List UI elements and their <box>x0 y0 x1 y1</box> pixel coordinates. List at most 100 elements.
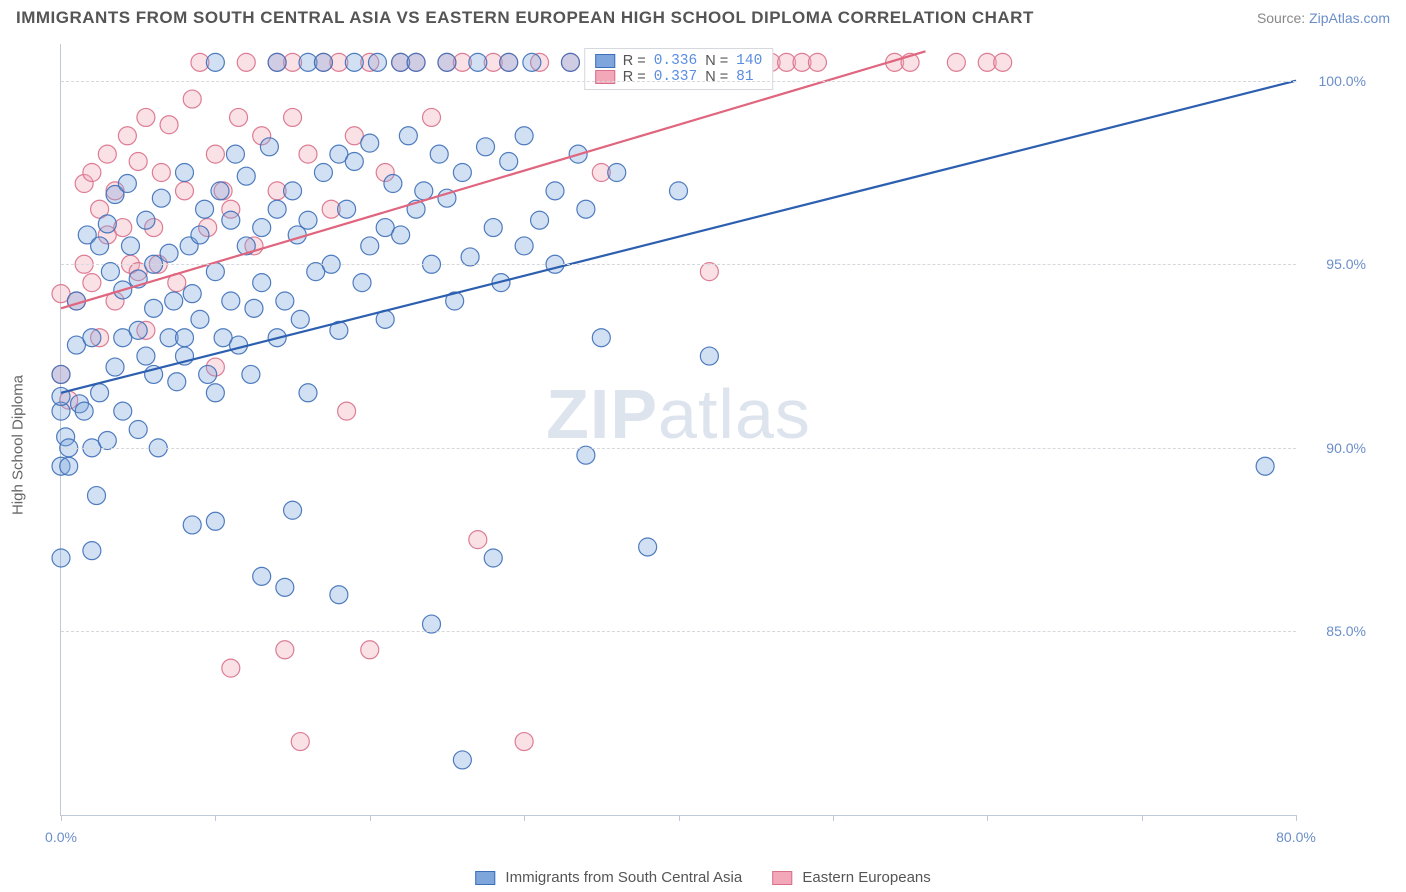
data-point <box>222 659 240 677</box>
x-tick-mark <box>1142 815 1143 821</box>
legend-label-pink: Eastern Europeans <box>802 869 930 886</box>
data-point <box>268 200 286 218</box>
data-point <box>83 274 101 292</box>
n-label: N = <box>705 69 728 85</box>
x-tick-mark <box>1296 815 1297 821</box>
data-point <box>242 365 260 383</box>
source-credit: Source: ZipAtlas.com <box>1257 10 1390 26</box>
data-point <box>114 402 132 420</box>
data-point <box>639 538 657 556</box>
data-point <box>484 549 502 567</box>
data-point <box>423 615 441 633</box>
data-point <box>137 108 155 126</box>
data-point <box>947 53 965 71</box>
data-point <box>222 211 240 229</box>
legend-item-blue: Immigrants from South Central Asia <box>475 869 742 886</box>
data-point <box>700 347 718 365</box>
data-point <box>345 53 363 71</box>
data-point <box>484 219 502 237</box>
legend-swatch-blue-icon <box>595 54 615 68</box>
legend-label-blue: Immigrants from South Central Asia <box>505 869 742 886</box>
x-tick-mark <box>524 815 525 821</box>
data-point <box>83 164 101 182</box>
scatter-svg <box>61 44 1296 815</box>
data-point <box>423 108 441 126</box>
y-tick-label: 100.0% <box>1306 73 1366 89</box>
legend-row-blue: R = 0.336 N = 140 <box>595 53 763 69</box>
n-value-pink: 81 <box>736 69 753 85</box>
data-point <box>206 53 224 71</box>
legend-swatch-blue-icon <box>475 871 495 885</box>
data-point <box>98 145 116 163</box>
data-point <box>137 211 155 229</box>
data-point <box>469 531 487 549</box>
n-value-blue: 140 <box>736 53 762 69</box>
data-point <box>52 365 70 383</box>
data-point <box>137 347 155 365</box>
source-link[interactable]: ZipAtlas.com <box>1309 10 1390 26</box>
data-point <box>160 244 178 262</box>
data-point <box>260 138 278 156</box>
data-point <box>314 53 332 71</box>
x-tick-mark <box>215 815 216 821</box>
x-tick-mark <box>987 815 988 821</box>
data-point <box>183 285 201 303</box>
data-point <box>608 164 626 182</box>
data-point <box>160 116 178 134</box>
legend-swatch-pink-icon <box>595 70 615 84</box>
data-point <box>206 145 224 163</box>
data-point <box>477 138 495 156</box>
data-point <box>338 200 356 218</box>
data-point <box>430 145 448 163</box>
data-point <box>222 292 240 310</box>
r-value-blue: 0.336 <box>654 53 698 69</box>
data-point <box>118 127 136 145</box>
series-legend: Immigrants from South Central Asia Easte… <box>475 869 931 886</box>
x-tick-mark <box>370 815 371 821</box>
data-point <box>129 321 147 339</box>
data-point <box>183 516 201 534</box>
gridline <box>61 448 1296 449</box>
y-tick-label: 90.0% <box>1306 440 1366 456</box>
data-point <box>129 421 147 439</box>
plot-area: ZIPatlas R = 0.336 N = 140 R = 0.337 N =… <box>60 44 1296 816</box>
data-point <box>206 512 224 530</box>
data-point <box>276 578 294 596</box>
data-point <box>106 358 124 376</box>
data-point <box>237 167 255 185</box>
data-point <box>291 733 309 751</box>
data-point <box>361 237 379 255</box>
data-point <box>83 542 101 560</box>
x-tick-mark <box>61 815 62 821</box>
data-point <box>183 90 201 108</box>
data-point <box>561 53 579 71</box>
data-point <box>299 384 317 402</box>
data-point <box>60 457 78 475</box>
data-point <box>415 182 433 200</box>
y-tick-label: 85.0% <box>1306 623 1366 639</box>
data-point <box>368 53 386 71</box>
data-point <box>98 432 116 450</box>
data-point <box>168 373 186 391</box>
data-point <box>670 182 688 200</box>
x-tick-mark <box>679 815 680 821</box>
data-point <box>237 53 255 71</box>
data-point <box>994 53 1012 71</box>
data-point <box>438 53 456 71</box>
data-point <box>592 329 610 347</box>
data-point <box>199 365 217 383</box>
data-point <box>453 164 471 182</box>
data-point <box>577 200 595 218</box>
data-point <box>515 127 533 145</box>
data-point <box>145 299 163 317</box>
data-point <box>531 211 549 229</box>
data-point <box>276 641 294 659</box>
data-point <box>152 164 170 182</box>
data-point <box>83 329 101 347</box>
data-point <box>211 182 229 200</box>
data-point <box>330 586 348 604</box>
data-point <box>515 733 533 751</box>
chart-header: IMMIGRANTS FROM SOUTH CENTRAL ASIA VS EA… <box>0 0 1406 32</box>
data-point <box>1256 457 1274 475</box>
data-point <box>577 446 595 464</box>
